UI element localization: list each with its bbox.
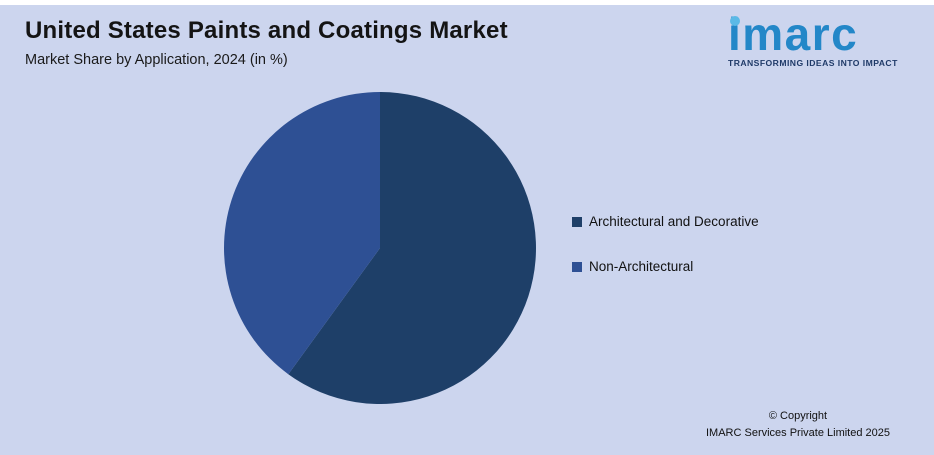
legend-marker-architectural-icon (572, 216, 582, 227)
pie-slice-architectural-and-decorative (288, 92, 536, 404)
legend-item-non-architectural: Non-Architectural (572, 259, 759, 274)
pie-chart-svg (223, 92, 536, 404)
legend-item-architectural: Architectural and Decorative (572, 214, 759, 229)
copyright-line2: IMARC Services Private Limited 2025 (705, 426, 890, 439)
imarc-logo-text: imarc (728, 8, 859, 60)
legend-label-architectural: Architectural and Decorative (589, 214, 759, 229)
pie-slice-non-architectural (223, 92, 380, 375)
pie-chart (222, 90, 538, 406)
page-subtitle: Market Share by Application, 2024 (in %) (25, 52, 288, 68)
copyright-note: © Copyright IMARC Services Private Limit… (706, 408, 890, 442)
legend-label-non-architectural: Non-Architectural (589, 259, 694, 274)
imarc-logo-dot-icon (730, 16, 740, 26)
imarc-logo-wordmark: imarc (728, 11, 858, 57)
legend-marker-non-architectural-icon (572, 261, 582, 272)
imarc-logo: imarc TRANSFORMING IDEAS INTO IMPACT (728, 11, 918, 68)
copyright-line1: © Copyright (768, 409, 828, 422)
chart-legend: Architectural and Decorative Non-Archite… (572, 214, 759, 274)
page-title: United States Paints and Coatings Market (25, 17, 508, 44)
imarc-logo-tagline: TRANSFORMING IDEAS INTO IMPACT (728, 58, 898, 68)
